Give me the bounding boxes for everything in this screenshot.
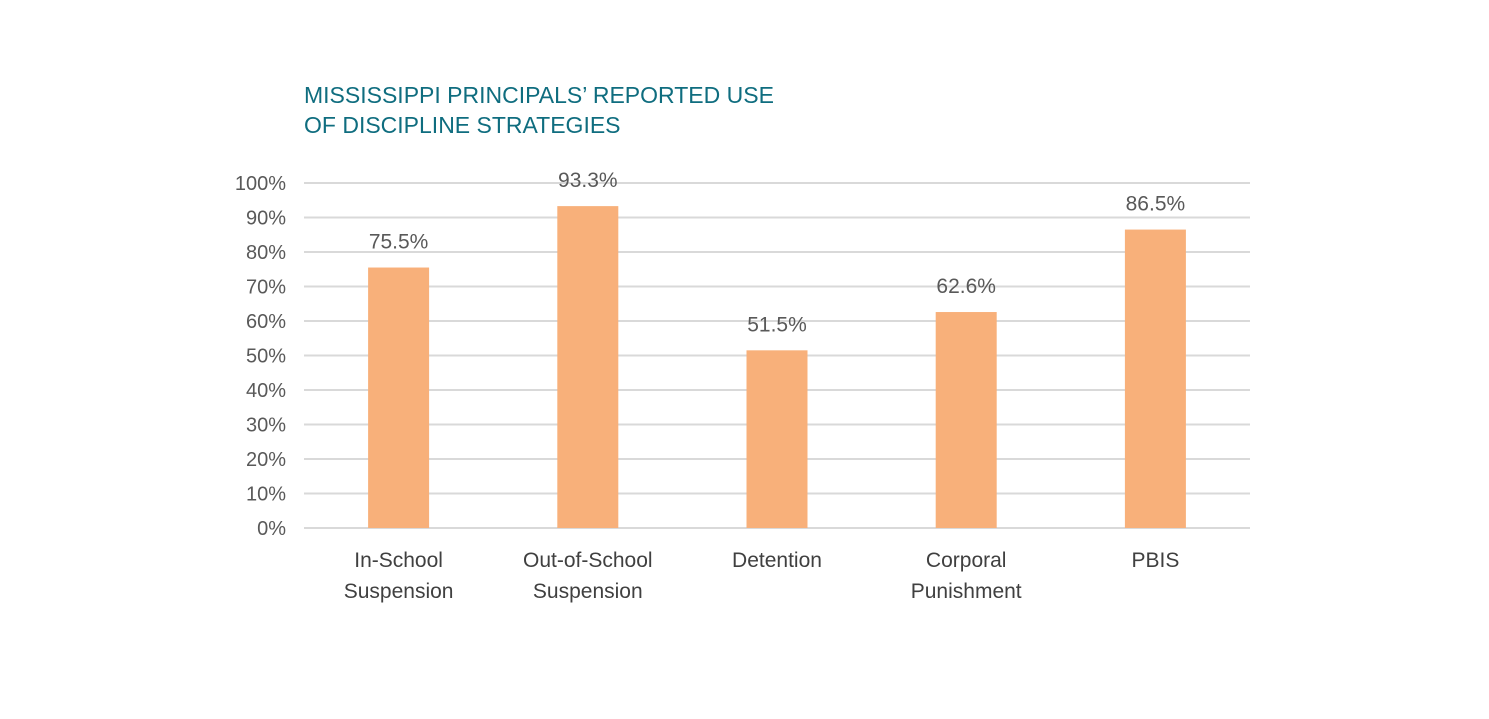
y-tick-label: 60% (246, 311, 286, 333)
x-category-label: PBIS (1131, 549, 1179, 572)
x-category-label: Suspension (344, 580, 454, 603)
data-label: 62.6% (936, 275, 996, 298)
y-tick-label: 0% (257, 518, 286, 540)
x-category-label: Detention (732, 549, 822, 572)
y-tick-label: 70% (246, 277, 286, 299)
gridlines (304, 182, 1250, 529)
x-category-label: Out-of-School (523, 549, 653, 572)
data-label: 93.3% (558, 169, 618, 192)
y-tick-label: 50% (246, 346, 286, 368)
bar (935, 312, 997, 528)
chart-title: MISSISSIPPI PRINCIPALS’ REPORTED USE OF … (304, 80, 774, 140)
y-tick-label: 80% (246, 242, 286, 264)
data-label: 86.5% (1126, 193, 1186, 216)
y-tick-label: 10% (246, 484, 286, 506)
y-axis-ticks: 0% 10% 20% 30% 40% 50% 60% 70% 80% 90% 100% (235, 173, 286, 540)
x-category-label: Suspension (533, 580, 643, 603)
chart-title-line-2: OF DISCIPLINE STRATEGIES (304, 112, 621, 138)
bars (368, 206, 1186, 529)
y-tick-label: 20% (246, 449, 286, 471)
y-tick-label: 40% (246, 380, 286, 402)
y-tick-label: 30% (246, 415, 286, 437)
x-axis-categories: In-School Suspension Out-of-School Suspensi… (344, 549, 1180, 603)
bar (557, 206, 619, 529)
bar (368, 267, 430, 528)
y-tick-label: 100% (235, 173, 286, 195)
x-category-label: In-School (354, 549, 443, 572)
bar (1124, 229, 1186, 528)
data-labels: 75.5% 93.3% 51.5% 62.6% 86.5% (369, 169, 1185, 336)
x-category-label: Punishment (911, 580, 1022, 603)
chart-title-line-1: MISSISSIPPI PRINCIPALS’ REPORTED USE (304, 82, 774, 108)
x-category-label: Corporal (926, 549, 1007, 572)
data-label: 75.5% (369, 231, 429, 254)
data-label: 51.5% (747, 313, 807, 336)
bar (746, 350, 808, 528)
y-tick-label: 90% (246, 208, 286, 230)
